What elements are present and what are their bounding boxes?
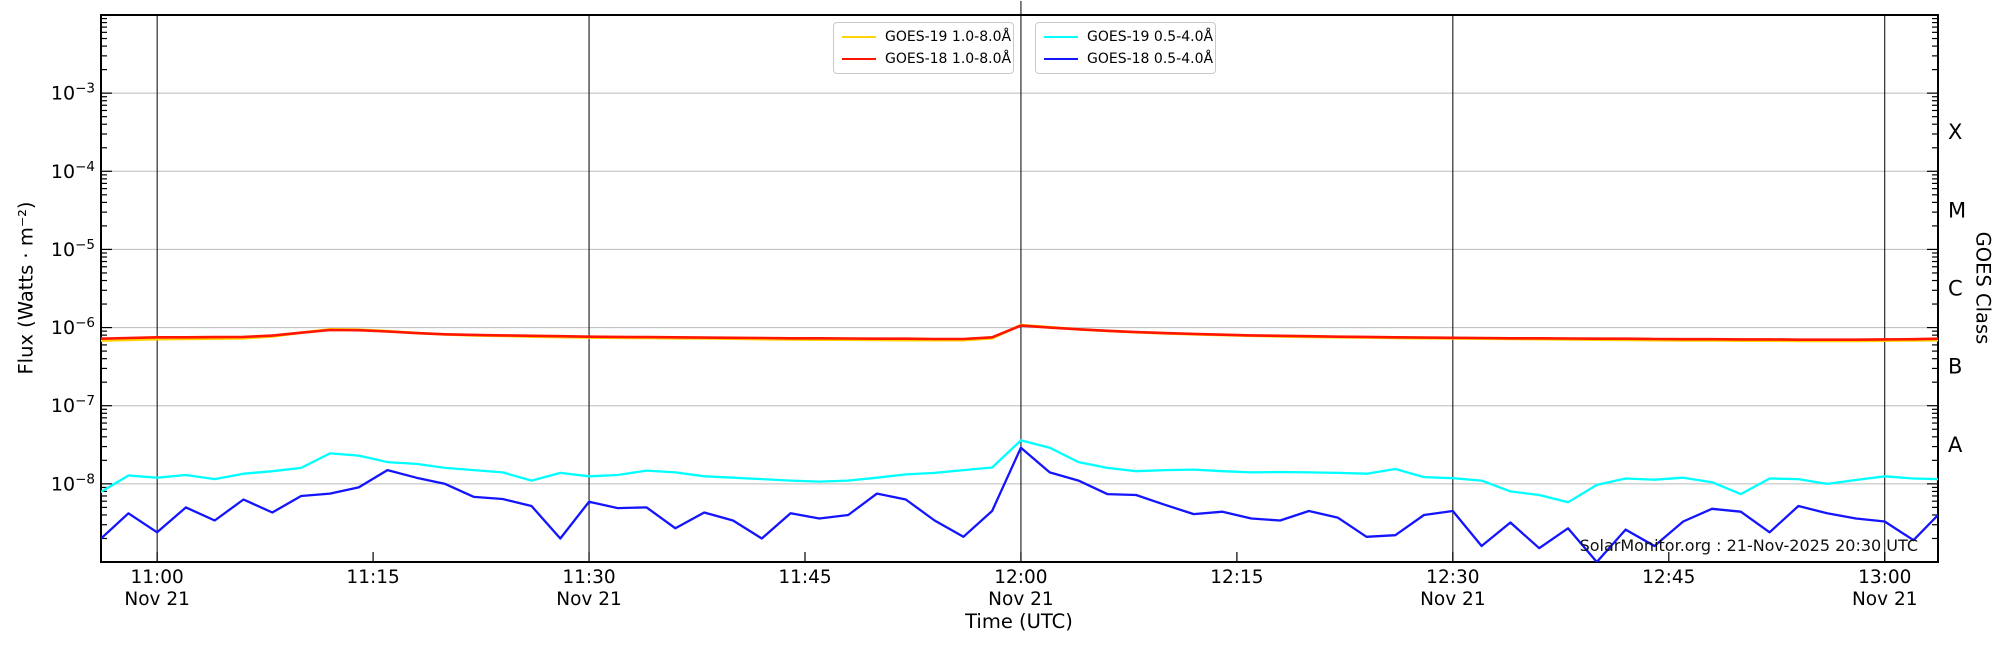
y-tick-label-1e-3: 10−3 [51, 81, 95, 105]
x-tick-label-12:45: 12:45 [1642, 567, 1695, 588]
vertical-gridlines [156, 1, 1886, 562]
legend-line-sample-goes18-long [842, 58, 876, 61]
y-tick-label-1e-8: 10−8 [51, 471, 95, 495]
class-label-B: B [1948, 355, 1962, 379]
legend-label-goes18-long: GOES-18 1.0-8.0Å [885, 51, 1012, 68]
right-axis-title: GOES Class [1971, 231, 1995, 345]
legend-line-sample-goes19-long [842, 35, 876, 38]
class-label-M: M [1948, 198, 1966, 222]
legend-entry-goes19-long: GOES-19 1.0-8.0Å [842, 26, 1011, 48]
horizontal-gridlines [101, 92, 1938, 485]
legend-line-sample-goes18-short [1044, 58, 1078, 61]
x-tick-label-12:00: 12:00 [994, 567, 1047, 588]
y-tick-label-1e-5: 10−5 [51, 237, 95, 261]
axis-ticks [101, 17, 1938, 562]
x-tick-date-13:00: Nov 21 [1852, 589, 1918, 610]
x-tick-label-13:00: 13:00 [1858, 567, 1911, 588]
x-tick-date-12:30: Nov 21 [1420, 589, 1486, 610]
series-line-goes18-long [101, 324, 1938, 342]
class-label-C: C [1948, 277, 1963, 301]
plot-frame [100, 14, 1939, 563]
x-tick-date-12:00: Nov 21 [988, 589, 1054, 610]
class-label-X: X [1948, 120, 1962, 144]
y-tick-label-1e-7: 10−7 [51, 393, 95, 417]
legend-line-sample-goes19-short [1044, 35, 1078, 38]
data-series [101, 323, 1938, 562]
x-tick-label-11:30: 11:30 [562, 567, 615, 588]
x-tick-label-11:00: 11:00 [130, 567, 183, 588]
legend-entry-goes18-short: GOES-18 0.5-4.0Å [1044, 48, 1213, 70]
x-tick-date-11:30: Nov 21 [556, 589, 622, 610]
legend-label-goes18-short: GOES-18 0.5-4.0Å [1087, 51, 1214, 68]
x-tick-label-12:15: 12:15 [1210, 567, 1263, 588]
series-line-goes19-short [101, 439, 1938, 504]
class-label-A: A [1948, 433, 1963, 457]
legend-entry-goes18-long: GOES-18 1.0-8.0Å [842, 48, 1011, 70]
y-axis-title: Flux (Watts · m⁻²) [14, 201, 38, 375]
watermark-text: SolarMonitor.org : 21-Nov-2025 20:30 UTC [1579, 536, 1918, 555]
y-tick-label-1e-6: 10−6 [51, 315, 95, 339]
x-tick-label-12:30: 12:30 [1426, 567, 1479, 588]
legend-entry-goes19-short: GOES-19 0.5-4.0Å [1044, 26, 1213, 48]
x-tick-label-11:45: 11:45 [778, 567, 831, 588]
y-tick-label-1e-4: 10−4 [51, 159, 95, 183]
legend-label-goes19-short: GOES-19 0.5-4.0Å [1087, 28, 1214, 45]
x-tick-date-11:00: Nov 21 [124, 589, 190, 610]
x-axis-title: Time (UTC) [965, 610, 1073, 633]
legend-box-short-channel: GOES-19 0.5-4.0Å GOES-18 0.5-4.0Å [1035, 22, 1216, 74]
x-tick-label-11:15: 11:15 [346, 567, 399, 588]
legend-label-goes19-long: GOES-19 1.0-8.0Å [885, 28, 1012, 45]
series-line-goes18-short [101, 446, 1938, 562]
legend-box-long-channel: GOES-19 1.0-8.0Å GOES-18 1.0-8.0Å [833, 22, 1014, 74]
y-tick-labels: 10−3 10−4 10−5 10−6 10−7 10−8 [51, 81, 95, 496]
goes-class-labels: X M C B A [1948, 120, 1966, 457]
